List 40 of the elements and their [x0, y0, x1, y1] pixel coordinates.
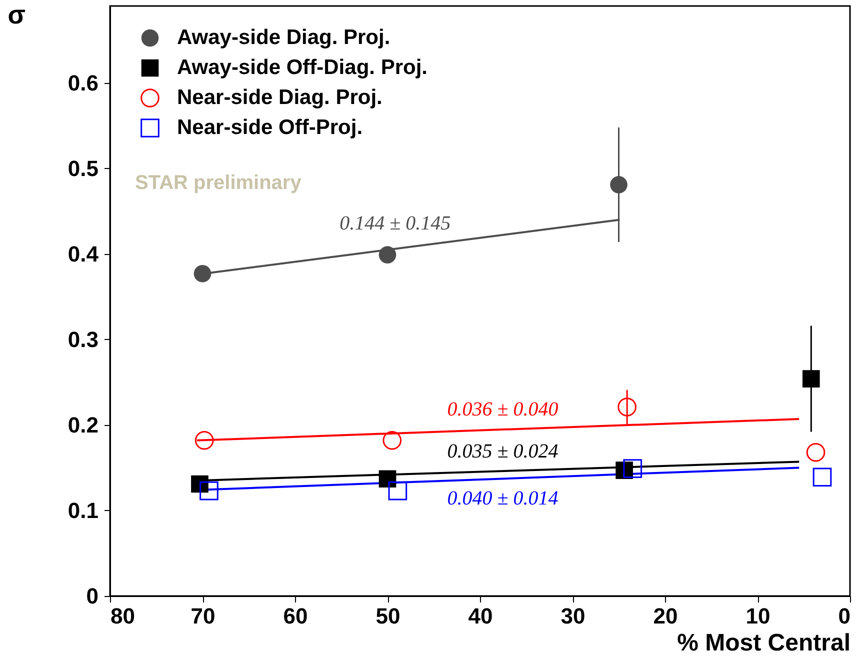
y-tick-label: 0.2 [68, 412, 98, 438]
legend-label: Near-side Off-Proj. [177, 116, 363, 139]
point [382, 430, 402, 450]
y-axis-title: σ [8, 0, 26, 30]
y-tick-label: 0.3 [68, 326, 98, 352]
x-tick-label: 80 [110, 604, 135, 628]
point [623, 459, 642, 478]
point [610, 176, 628, 194]
annotation: 0.036 ± 0.040 [447, 398, 558, 421]
x-tick-label: 50 [376, 604, 400, 628]
point [378, 470, 396, 488]
x-tick-label: 30 [560, 604, 586, 628]
y-tick-label: 0.1 [68, 498, 98, 523]
annotation: STAR preliminary [135, 172, 302, 194]
x-tick-label: 20 [653, 604, 678, 628]
legend-label: Near-side Diag. Proj. [177, 86, 382, 109]
x-tick-label: 70 [190, 604, 216, 628]
x-tick-label: 0 [838, 604, 850, 628]
x-axis-title: % Most Central [677, 630, 850, 656]
point [812, 468, 832, 487]
point [378, 246, 396, 264]
point [802, 370, 820, 388]
point [200, 481, 218, 500]
x-tick-label: 10 [746, 604, 770, 628]
annotation: 0.144 ± 0.145 [340, 212, 451, 235]
point [194, 264, 212, 282]
y-tick-label: 0.5 [68, 156, 98, 181]
point [806, 442, 826, 462]
point [194, 430, 214, 450]
point [388, 481, 408, 500]
y-tick-label: 0.6 [68, 70, 98, 96]
point [618, 398, 636, 416]
x-tick-label: 40 [468, 604, 493, 628]
y-tick-label: 0 [86, 584, 98, 608]
legend-label: Away-side Off-Diag. Proj. [177, 56, 428, 79]
legend-label: Away-side Diag. Proj. [177, 26, 390, 49]
annotation: 0.040 ± 0.014 [447, 488, 558, 510]
annotation: 0.035 ± 0.024 [447, 440, 558, 462]
y-tick-label: 0.4 [68, 241, 100, 266]
x-tick-label: 60 [283, 604, 308, 628]
